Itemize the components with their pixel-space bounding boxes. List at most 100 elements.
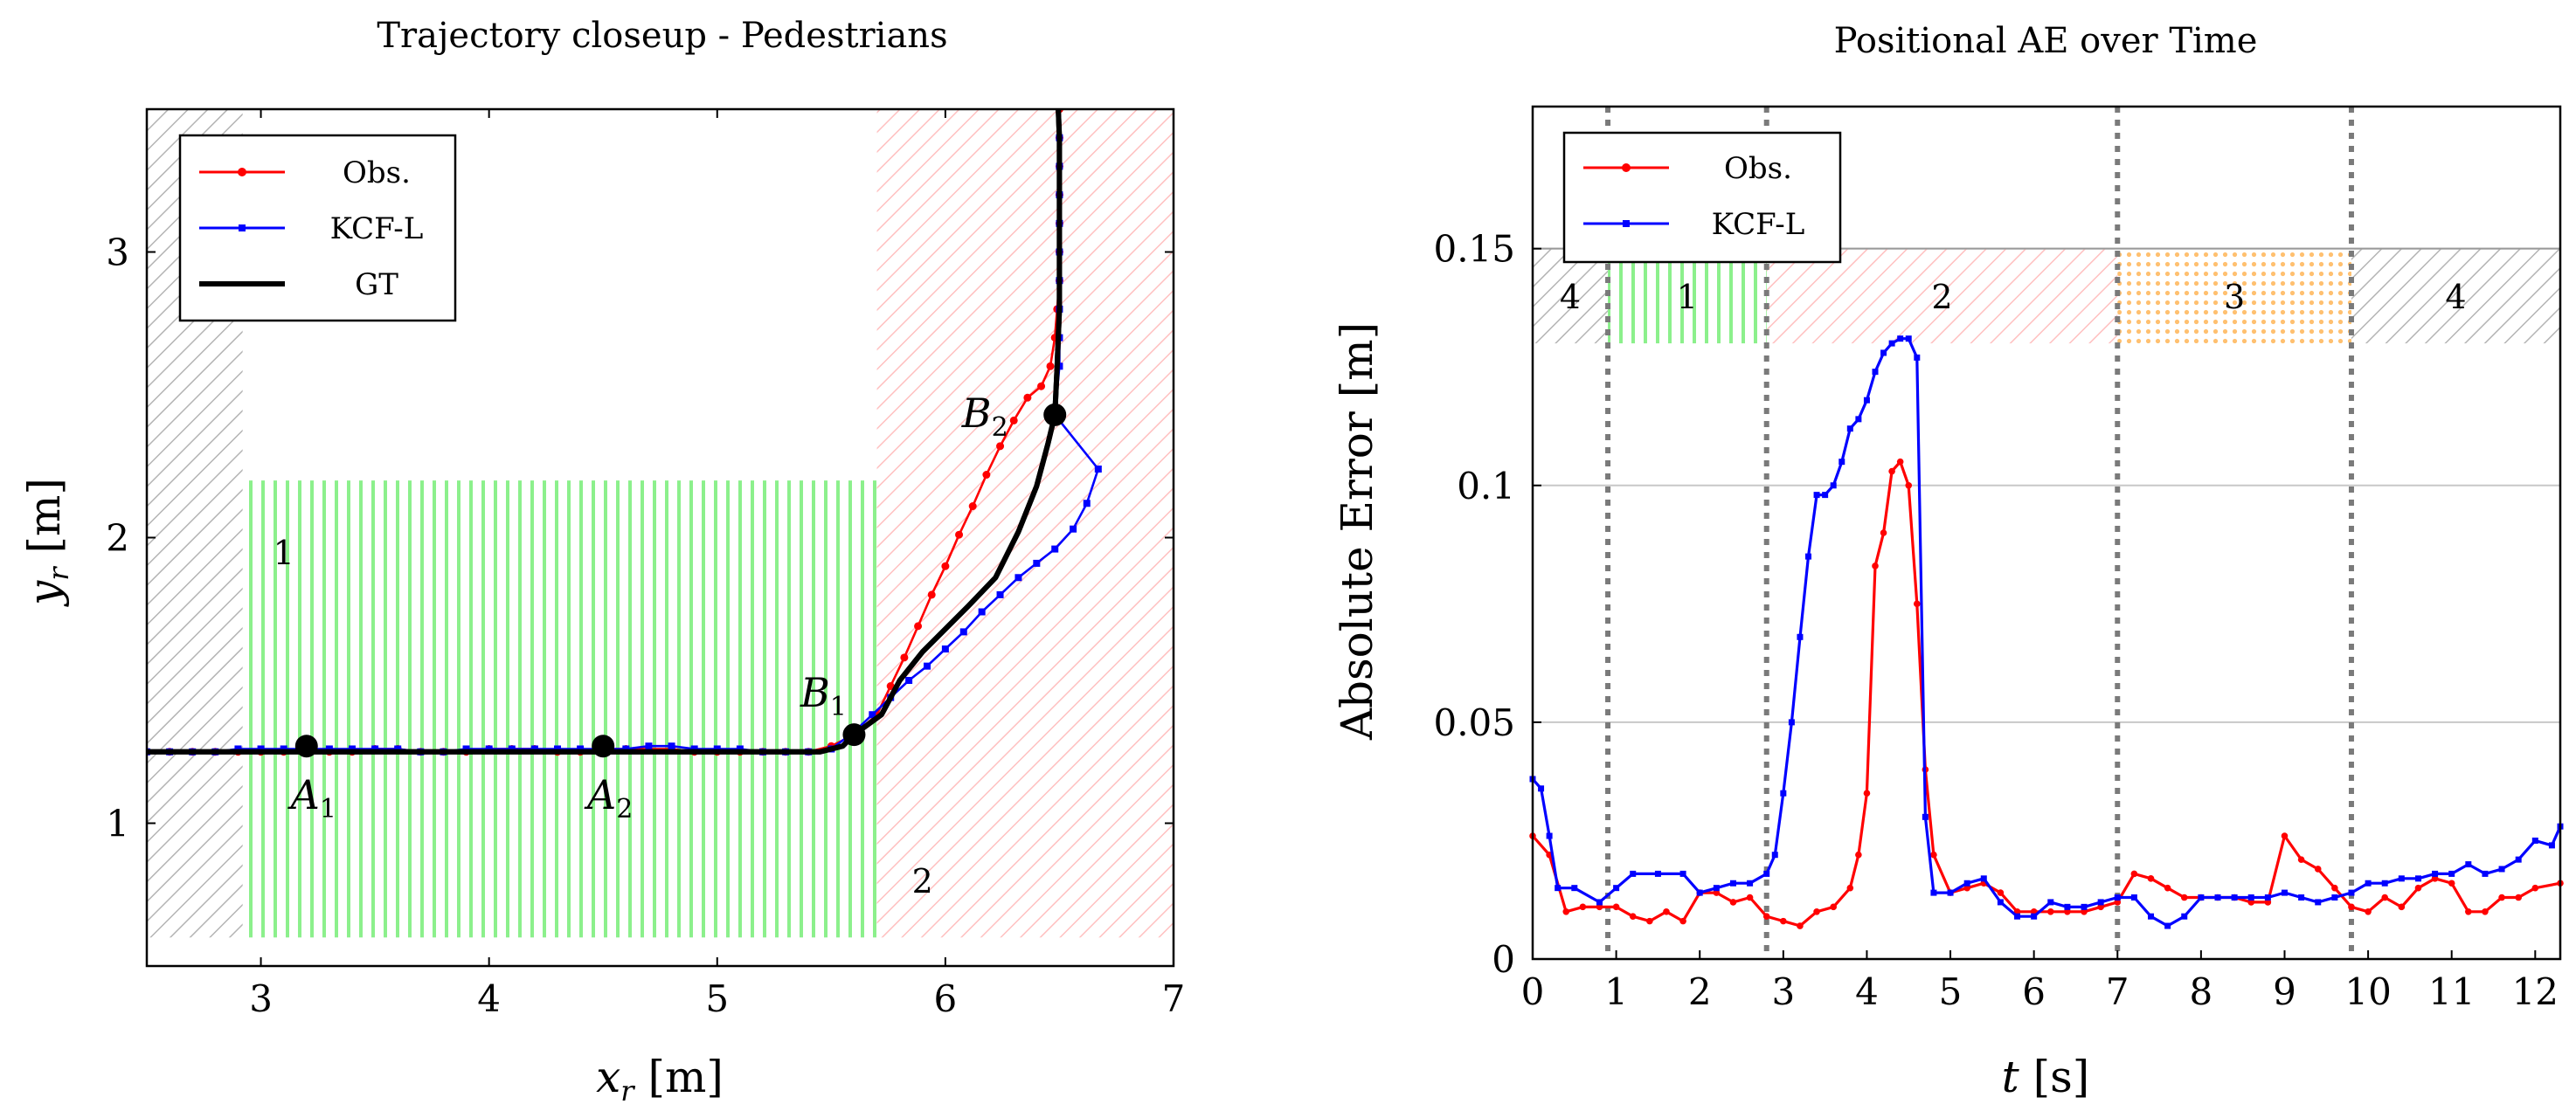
- data-point: [462, 745, 470, 753]
- data-point: [1930, 851, 1937, 859]
- legend-item: KCF-L: [1583, 207, 1804, 242]
- data-point: [1046, 362, 1055, 370]
- data-point: [1880, 529, 1887, 536]
- data-point: [1729, 899, 1737, 906]
- legend-label: GT: [355, 267, 398, 302]
- data-point: [1863, 397, 1870, 404]
- x-tick-label: 0: [1521, 970, 1545, 1013]
- data-point: [2031, 913, 2038, 920]
- data-point: [1888, 467, 1895, 475]
- data-point: [2264, 899, 2272, 906]
- phase-3: 3: [2117, 248, 2351, 344]
- data-point: [554, 745, 561, 753]
- data-point: [1037, 382, 1046, 390]
- data-point: [1613, 885, 1620, 892]
- data-point: [1897, 335, 1904, 342]
- phase-1: 1: [1608, 248, 1767, 344]
- legend: Obs. KCF-L GT: [178, 134, 457, 322]
- data-point: [645, 742, 653, 750]
- data-point: [2398, 903, 2406, 911]
- x-tick-label: 1: [1604, 970, 1628, 1013]
- y-tick-label: 0: [1492, 938, 1515, 981]
- data-point: [2498, 866, 2505, 873]
- series-kcfl: [1529, 335, 2564, 929]
- x-tick-label: 6: [934, 977, 958, 1020]
- data-point: [2315, 899, 2322, 906]
- data-point: [1846, 425, 1853, 432]
- data-point: [1033, 559, 1041, 567]
- data-point: [1797, 922, 1804, 929]
- legend-marker: [238, 168, 246, 176]
- data-point: [2081, 908, 2088, 915]
- data-point: [996, 442, 1005, 451]
- data-point: [968, 502, 977, 511]
- data-point: [1788, 719, 1795, 726]
- data-point: [2014, 913, 2021, 920]
- data-point: [2247, 899, 2255, 906]
- y-tick-label: 2: [106, 517, 129, 560]
- legend-marker: [239, 224, 246, 231]
- data-point: [1805, 553, 1812, 560]
- data-point: [2047, 899, 2054, 906]
- phase-fill: [1766, 248, 2118, 344]
- data-point: [1830, 903, 1837, 911]
- data-point: [2264, 894, 2271, 901]
- data-point: [1596, 903, 1603, 911]
- y-tick-label: 0.15: [1433, 228, 1515, 271]
- x-tick-label: 12: [2512, 970, 2559, 1013]
- data-point: [2298, 894, 2305, 901]
- region-label: 2: [912, 862, 933, 901]
- data-point: [1729, 880, 1736, 887]
- data-point: [2381, 894, 2389, 901]
- x-tick-label: 11: [2428, 970, 2475, 1013]
- region-2: [876, 109, 1174, 938]
- data-point: [2348, 889, 2355, 896]
- data-point: [2398, 875, 2405, 882]
- phase-label: 2: [1931, 278, 1952, 316]
- region-layer: 12: [147, 109, 1174, 938]
- x-tick-label: 3: [249, 977, 273, 1020]
- data-point: [2531, 837, 2538, 844]
- data-point: [1922, 813, 1929, 820]
- data-point: [1746, 894, 1754, 901]
- data-point: [2046, 908, 2054, 915]
- x-tick-label: 6: [2022, 970, 2046, 1013]
- data-point: [2164, 922, 2171, 929]
- data-point: [900, 653, 909, 662]
- phase-fill: [1533, 248, 1609, 344]
- data-point: [2331, 884, 2338, 892]
- data-point: [1562, 908, 1570, 915]
- legend-label: KCF-L: [1712, 207, 1805, 242]
- chart-title: Positional AE over Time: [1834, 21, 2258, 61]
- data-point: [1612, 903, 1620, 911]
- x-tick-label: 10: [2344, 970, 2391, 1013]
- data-point: [371, 745, 379, 753]
- legend-marker: [1622, 163, 1631, 172]
- data-point: [1056, 77, 1063, 84]
- x-tick-label: 4: [1855, 970, 1879, 1013]
- data-point: [1713, 885, 1720, 892]
- data-point: [1880, 349, 1887, 356]
- data-point: [2097, 899, 2104, 906]
- data-point: [668, 742, 675, 750]
- y-tick-label: 0.1: [1457, 465, 1515, 507]
- data-point: [2148, 913, 2155, 920]
- x-tick-label: 2: [1688, 970, 1712, 1013]
- data-point: [1538, 785, 1545, 792]
- data-point: [1762, 913, 1770, 920]
- data-point: [1663, 908, 1670, 915]
- data-point: [1997, 889, 2005, 896]
- data-point: [2448, 880, 2455, 887]
- phase-label: 1: [1677, 278, 1698, 316]
- legend-item: Obs.: [199, 155, 411, 190]
- y-axis-label: Absolute Error [m]: [1332, 322, 1382, 741]
- data-point: [2448, 870, 2455, 877]
- data-point: [2181, 913, 2188, 920]
- data-point: [1813, 908, 1820, 915]
- keypoint-label: A2: [584, 771, 633, 825]
- data-point: [1863, 790, 1871, 797]
- data-point: [2465, 861, 2472, 868]
- data-point: [2414, 884, 2422, 892]
- x-tick-label: 9: [2273, 970, 2296, 1013]
